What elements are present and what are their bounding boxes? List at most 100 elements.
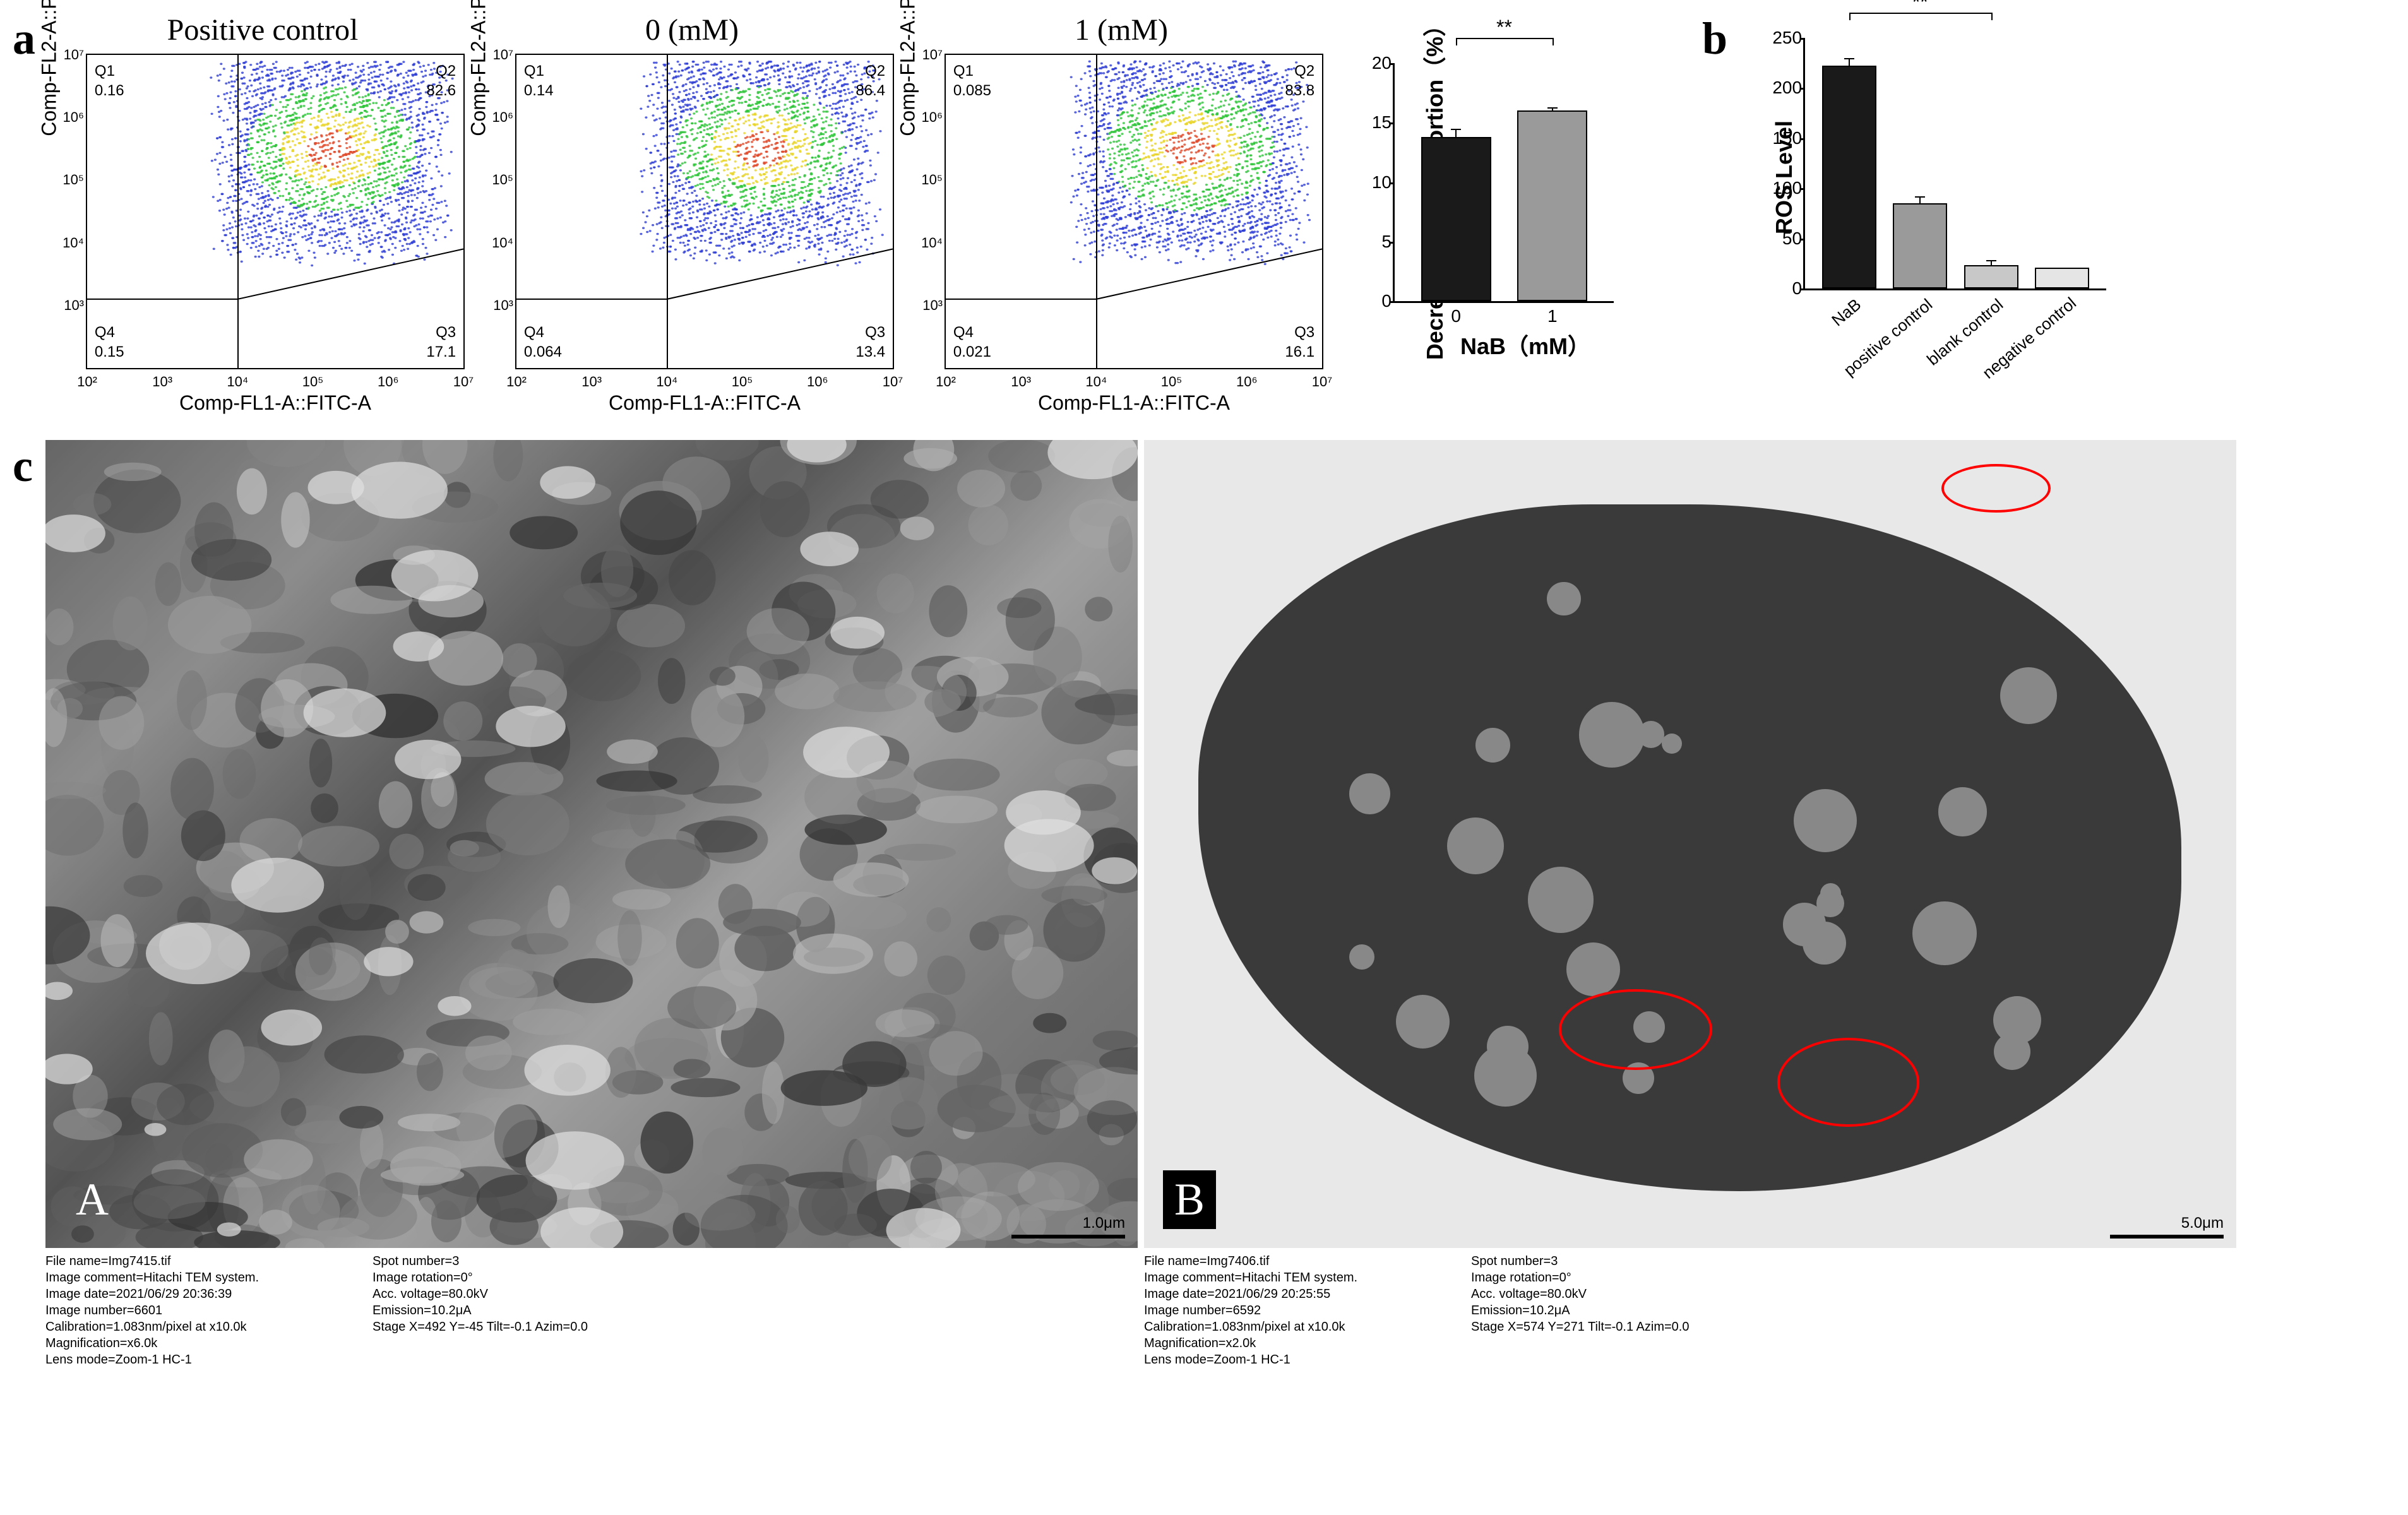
bar-ytick: 250 <box>1770 28 1802 48</box>
tem-vesicle <box>2000 667 2057 724</box>
y-tick-label: 10⁵ <box>485 172 513 188</box>
sig-bracket-tick <box>1553 38 1554 45</box>
x-tick-label: 10² <box>77 374 97 390</box>
scatter-plot: Q10.085Q283.8Q316.1Q40.02110³10⁴10⁵10⁶10… <box>945 54 1323 369</box>
sig-bracket-tick <box>1849 13 1851 20</box>
x-tick-label: 10⁵ <box>302 374 324 390</box>
bar <box>1517 110 1587 301</box>
bar <box>1964 265 2018 288</box>
bar-ytick-mark <box>1390 242 1395 244</box>
scatter-plot: Q10.14Q286.4Q313.4Q40.06410³10⁴10⁵10⁶10⁷… <box>515 54 894 369</box>
x-axis-label: Comp-FL1-A::FITC-A <box>86 391 465 415</box>
tem-scalebar <box>2110 1235 2224 1239</box>
x-axis-label: Comp-FL1-A::FITC-A <box>945 391 1323 415</box>
red-circle-annotation <box>1777 1038 1919 1127</box>
x-tick-label: 10⁷ <box>453 374 474 390</box>
bar-ytick-mark <box>1800 239 1805 241</box>
bar-ytick: 150 <box>1770 128 1802 148</box>
bar-ytick-mark <box>1390 301 1395 303</box>
error-bar <box>1455 130 1457 138</box>
quadrant-label-q3: Q317.1 <box>426 323 456 362</box>
tem-vesicle <box>1579 702 1645 768</box>
bar-ytick: 20 <box>1360 53 1392 73</box>
panel-a-label: a <box>13 13 35 65</box>
y-tick-label: 10⁴ <box>485 235 513 251</box>
bar-ytick-mark <box>1800 138 1805 140</box>
quadrant-label-q4: Q40.064 <box>524 323 562 362</box>
tem-panel: B5.0μmFile name=Img7406.tif Image commen… <box>1144 440 2236 1368</box>
bar-ytick: 50 <box>1770 229 1802 249</box>
x-tick-label: 10⁷ <box>1312 374 1332 390</box>
tem-images-group: A1.0μmFile name=Img7415.tif Image commen… <box>45 440 2236 1368</box>
y-tick-label: 10⁵ <box>56 172 84 188</box>
tem-vesicle <box>1816 889 1844 917</box>
tem-vesicle <box>1794 789 1857 853</box>
quadrant-label-q4: Q40.15 <box>95 323 124 362</box>
bar <box>1822 66 1876 288</box>
quadrant-label-q1: Q10.085 <box>953 61 991 100</box>
bar-ytick: 0 <box>1360 291 1392 311</box>
bar <box>2035 268 2089 288</box>
bar <box>1893 203 1947 288</box>
tem-letter-label: B <box>1163 1170 1216 1229</box>
x-tick-label: 10⁴ <box>1085 374 1107 390</box>
quadrant-label-q2: Q283.8 <box>1285 61 1314 100</box>
sig-bracket-tick <box>1456 38 1457 45</box>
tem-vesicle <box>1994 1033 2030 1070</box>
bar-ytick-mark <box>1390 63 1395 65</box>
x-tick-label: 10³ <box>581 374 602 390</box>
tem-metadata: File name=Img7406.tif Image comment=Hita… <box>1144 1253 2236 1368</box>
y-axis-label: Comp-FL2-A::PE-A <box>38 0 61 136</box>
tem-vesicle <box>1396 995 1450 1049</box>
bar-ytick: 0 <box>1770 278 1802 299</box>
row-top: a Positive control Q10.16Q282.6Q317.1Q40… <box>13 13 2395 415</box>
x-axis-label: Comp-FL1-A::FITC-A <box>515 391 894 415</box>
y-tick-label: 10⁴ <box>914 235 943 251</box>
y-tick-label: 10⁵ <box>914 172 943 188</box>
quadrant-hline <box>946 55 1322 368</box>
x-tick-label: 10² <box>506 374 527 390</box>
tem-vesicle <box>1547 582 1581 616</box>
scatter-panel: Positive control Q10.16Q282.6Q317.1Q40.1… <box>61 13 465 415</box>
bar-chart-a: Decreased cell proportion（%） 0510152001*… <box>1342 63 1658 366</box>
tem-metadata-left: File name=Img7406.tif Image comment=Hita… <box>1144 1253 1357 1368</box>
scatter-title: 0 (mM) <box>490 13 894 47</box>
quadrant-hline <box>87 55 463 368</box>
scatter-panel: 1 (mM) Q10.085Q283.8Q316.1Q40.02110³10⁴1… <box>919 13 1323 415</box>
x-tick-label: 10⁵ <box>1161 374 1183 390</box>
tem-scalebar <box>1011 1235 1125 1239</box>
quadrant-label-q3: Q316.1 <box>1285 323 1314 362</box>
tem-scale-text: 1.0μm <box>1083 1215 1125 1232</box>
bar-ytick-mark <box>1800 188 1805 190</box>
tem-image: B5.0μm <box>1144 440 2236 1248</box>
tem-letter-label: A <box>64 1170 120 1229</box>
quadrant-label-q2: Q286.4 <box>855 61 885 100</box>
tem-panel: A1.0μmFile name=Img7415.tif Image commen… <box>45 440 1138 1368</box>
bar-ytick: 15 <box>1360 112 1392 133</box>
bar-a-plot-area: 0510152001** <box>1393 63 1614 303</box>
tem-vesicle <box>1474 1045 1536 1107</box>
tem-vesicle <box>1912 901 1977 966</box>
quadrant-label-q1: Q10.14 <box>524 61 554 100</box>
y-axis-label: Comp-FL2-A::PE-A <box>897 0 920 136</box>
panel-c-label: c <box>13 440 33 492</box>
bar-ytick: 100 <box>1770 178 1802 198</box>
y-tick-label: 10³ <box>56 297 84 314</box>
bar-chart-b: ROS Level 050100150200250NaBpositive con… <box>1753 38 2163 391</box>
scatter-panel: 0 (mM) Q10.14Q286.4Q313.4Q40.06410³10⁴10… <box>490 13 894 415</box>
sig-bracket-tick <box>1991 13 1993 20</box>
tem-vesicle <box>1447 817 1504 874</box>
row-c: c A1.0μmFile name=Img7415.tif Image comm… <box>13 440 2395 1368</box>
tem-vesicle <box>1566 942 1620 996</box>
y-tick-label: 10⁴ <box>56 235 84 251</box>
quadrant-label-q1: Q10.16 <box>95 61 124 100</box>
tem-cell-region <box>1198 504 2181 1191</box>
x-tick-label: 10² <box>936 374 956 390</box>
error-bar <box>1552 109 1553 112</box>
error-bar <box>1919 198 1921 205</box>
tem-vesicle <box>1349 773 1390 814</box>
quadrant-label-q3: Q313.4 <box>855 323 885 362</box>
bar-ytick-mark <box>1390 182 1395 184</box>
quadrant-hline <box>516 55 893 368</box>
y-tick-label: 10³ <box>485 297 513 314</box>
